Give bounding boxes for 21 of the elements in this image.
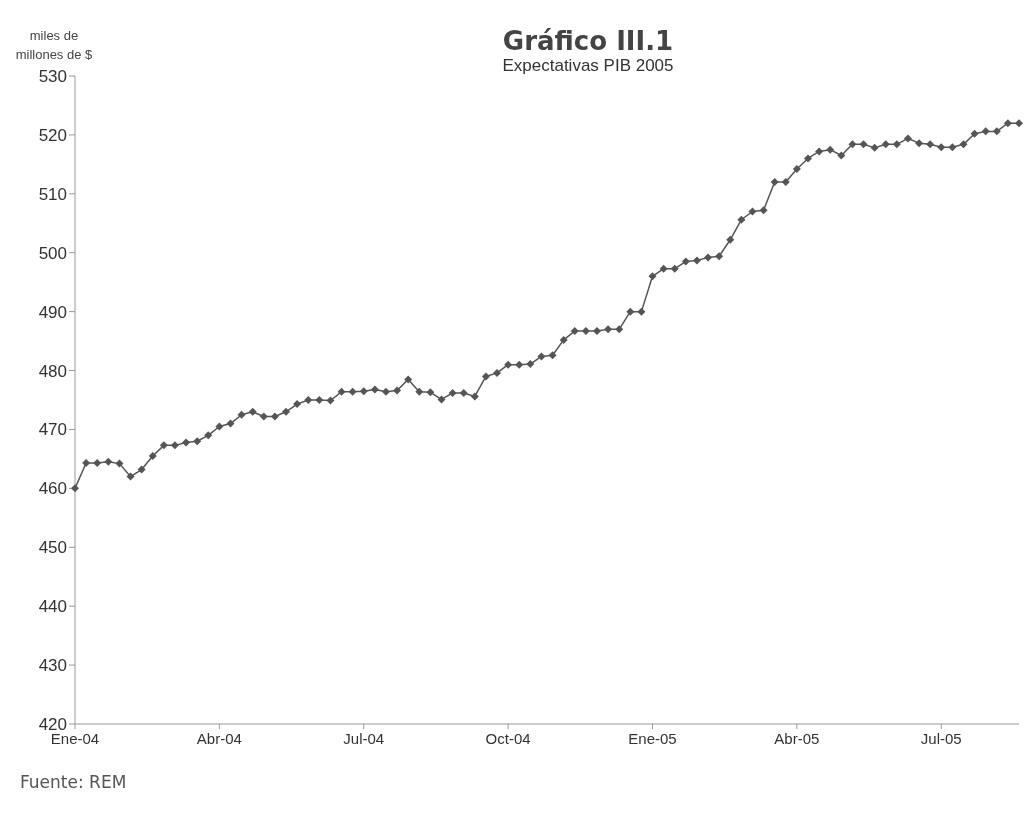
- chart-subtitle: Expectativas PIB 2005: [501, 56, 675, 76]
- y-axis-title: miles de millones de $: [14, 27, 94, 64]
- x-tick-label: Oct-04: [485, 730, 531, 747]
- y-tick-label: 490: [38, 302, 67, 322]
- x-tick-label: Abr-04: [196, 730, 242, 747]
- y-tick-label: 530: [38, 67, 67, 87]
- y-tick-label: 480: [38, 361, 67, 381]
- x-tick-label: Jul-05: [920, 730, 962, 747]
- y-tick-label: 460: [38, 479, 67, 499]
- source-note: Fuente: REM: [20, 772, 127, 792]
- y-tick-label: 470: [38, 420, 67, 440]
- x-tick-label: Abr-05: [774, 730, 820, 747]
- y-tick-label: 450: [38, 538, 67, 558]
- y-tick-label: 440: [38, 597, 67, 617]
- y-tick-label: 430: [38, 656, 67, 676]
- x-tick-label: Ene-05: [628, 730, 677, 747]
- y-tick-label: 520: [38, 125, 67, 145]
- y-tick-label: 510: [38, 184, 67, 204]
- x-tick-label: Jul-04: [343, 730, 385, 747]
- chart-title: Gráfico III.1: [501, 26, 675, 56]
- y-tick-label: 500: [38, 243, 67, 263]
